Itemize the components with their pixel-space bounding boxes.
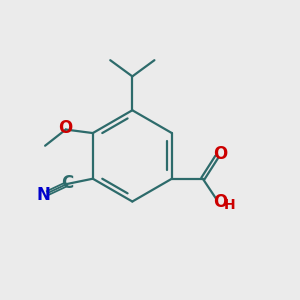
Text: N: N: [36, 186, 50, 204]
Text: O: O: [213, 193, 227, 211]
Text: C: C: [61, 174, 74, 192]
Text: O: O: [58, 119, 73, 137]
Text: H: H: [224, 198, 235, 212]
Text: O: O: [213, 145, 228, 163]
